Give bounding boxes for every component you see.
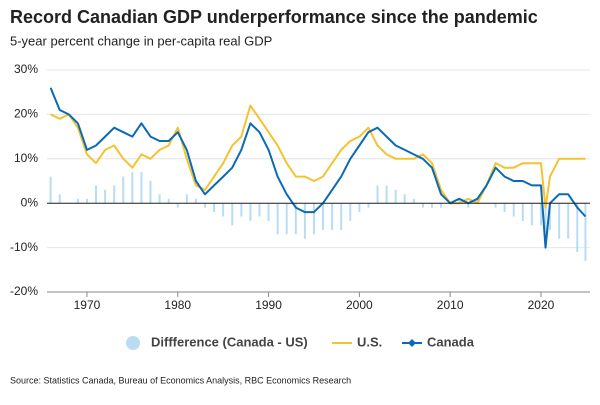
- difference-bar: [231, 203, 234, 226]
- difference-bar: [113, 185, 116, 204]
- x-tick-label: 2020: [528, 298, 555, 312]
- difference-bar: [358, 203, 361, 213]
- difference-bar: [467, 203, 470, 208]
- legend-label: Diffference (Canada - US): [151, 334, 308, 349]
- legend-label: Canada: [427, 334, 475, 349]
- difference-bar: [458, 198, 461, 204]
- difference-bar: [258, 203, 261, 217]
- difference-bar: [530, 203, 533, 226]
- difference-bar: [303, 203, 306, 239]
- legend-marker: [408, 339, 416, 347]
- difference-bar: [95, 185, 98, 204]
- legend-swatch: [126, 336, 140, 350]
- difference-bar: [276, 203, 279, 235]
- y-tick-label: 20%: [14, 107, 38, 121]
- difference-bar: [521, 203, 524, 221]
- difference-bar: [367, 203, 370, 208]
- difference-bar: [267, 203, 270, 221]
- y-tick-label: 10%: [14, 151, 38, 165]
- y-tick-label: -10%: [10, 240, 38, 254]
- difference-bar: [203, 203, 206, 208]
- difference-bar: [222, 203, 225, 217]
- difference-bar: [285, 203, 288, 235]
- difference-bar: [58, 194, 61, 204]
- difference-bar: [476, 198, 479, 204]
- difference-bar: [385, 185, 388, 204]
- difference-bar: [558, 203, 561, 239]
- difference-bar: [176, 203, 179, 208]
- difference-bar: [539, 203, 542, 226]
- chart-subtitle: 5-year percent change in per-capita real…: [10, 33, 272, 48]
- chart-title: Record Canadian GDP underperformance sin…: [10, 7, 538, 27]
- difference-bar: [122, 176, 125, 204]
- difference-bar: [49, 176, 52, 204]
- x-tick-label: 2000: [346, 298, 373, 312]
- difference-bar: [349, 203, 352, 221]
- difference-bar: [376, 185, 379, 204]
- difference-bar: [213, 203, 216, 213]
- y-tick-label: -20%: [10, 284, 38, 298]
- difference-bar: [149, 181, 152, 204]
- difference-bar: [549, 203, 552, 230]
- difference-bar: [140, 172, 143, 204]
- difference-bar: [544, 203, 547, 244]
- difference-bar: [240, 203, 243, 217]
- x-tick-label: 1990: [255, 298, 282, 312]
- legend-label: U.S.: [357, 334, 382, 349]
- x-tick-label: 2010: [437, 298, 464, 312]
- difference-bar: [340, 203, 343, 230]
- difference-bar: [76, 198, 79, 204]
- difference-bar: [294, 203, 297, 235]
- difference-bar: [431, 203, 434, 208]
- series-line: [50, 104, 586, 209]
- y-tick-label: 0%: [21, 195, 39, 209]
- difference-bar: [158, 194, 161, 204]
- difference-bar: [185, 194, 188, 204]
- difference-bar: [503, 203, 506, 213]
- difference-bar: [249, 203, 252, 221]
- difference-bar: [421, 203, 424, 208]
- difference-bar: [131, 172, 134, 204]
- difference-bar: [104, 189, 107, 204]
- difference-bar: [394, 189, 397, 204]
- difference-bar: [322, 203, 325, 230]
- difference-bar: [494, 203, 497, 208]
- difference-bar: [167, 198, 170, 204]
- difference-bar: [85, 198, 88, 204]
- difference-bar: [567, 203, 570, 239]
- difference-bar: [194, 198, 197, 204]
- x-tick-label: 1980: [164, 298, 191, 312]
- source: Source: Statistics Canada, Bureau of Eco…: [10, 375, 351, 385]
- difference-bar: [576, 203, 579, 253]
- difference-bar: [584, 203, 587, 261]
- difference-bar: [312, 203, 315, 235]
- difference-bar: [512, 203, 515, 217]
- difference-bar: [331, 203, 334, 230]
- difference-bar: [440, 203, 443, 208]
- y-tick-label: 30%: [14, 62, 38, 76]
- difference-bar: [403, 194, 406, 204]
- x-tick-label: 1970: [74, 298, 101, 312]
- difference-bar: [412, 198, 415, 204]
